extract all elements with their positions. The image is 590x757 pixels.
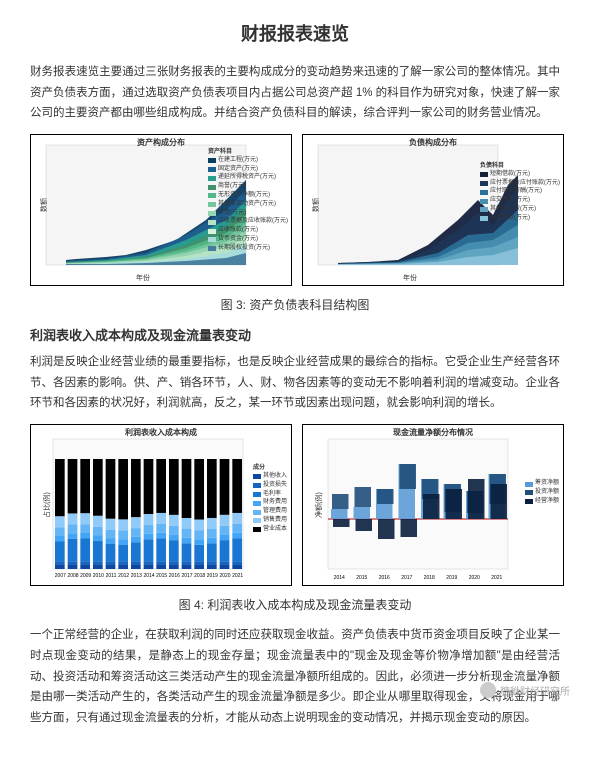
- legend-item: 销售费用: [253, 517, 287, 525]
- y-axis-label: 占比(例): [42, 492, 52, 518]
- legend-item: 应付票据及应付账款(万元): [480, 180, 560, 188]
- svg-text:2017: 2017: [401, 575, 412, 581]
- legend-item: 经营净额: [525, 498, 559, 506]
- svg-text:2019: 2019: [446, 575, 457, 581]
- svg-text:2009: 2009: [80, 573, 91, 579]
- legend-item: 毛利率: [253, 491, 287, 499]
- legend-item: 商誉(万元): [208, 183, 288, 191]
- section-2-paragraph: 利润是反映企业经营业绩的最重要指标，也是反映企业经营成果的最综合的指标。它受企业…: [30, 352, 560, 414]
- svg-text:2011: 2011: [106, 573, 117, 579]
- legend-item: 管理费用: [253, 508, 287, 516]
- legend-item: 应交税费(万元): [480, 197, 560, 205]
- legend-item: 长期股权投资(万元): [208, 245, 288, 253]
- svg-text:2010: 2010: [93, 573, 104, 579]
- legend-item: 固定资产(万元): [208, 166, 288, 174]
- legend-item: 其他非流动资产(万元): [208, 201, 288, 209]
- legend-item: 其他应付款(万元): [480, 206, 560, 214]
- figure-3-caption: 图 3: 资产负债表科目结构图: [30, 296, 560, 313]
- svg-text:2007: 2007: [55, 573, 66, 579]
- legend-item: 长期借款(万元): [480, 215, 560, 223]
- legend-item: 货币资金(万元): [208, 236, 288, 244]
- svg-text:2021: 2021: [491, 575, 502, 581]
- x-axis-label: 年份: [403, 273, 417, 283]
- asset-composition-chart: 资产构成分布 数额 年份 资产科目 在建工程(万元)固定资产(万元)递延所得税资…: [30, 134, 292, 286]
- chart-title: 资产构成分布: [137, 137, 185, 148]
- svg-text:2012: 2012: [118, 573, 129, 579]
- page-title: 财报报表速览: [30, 20, 560, 46]
- legend-item: 应付职工薪酬(万元): [480, 188, 560, 196]
- paragraph-3: 一个正常经营的企业，在获取利润的同时还应获取现金收益。资产负债表中货币资金项目反…: [30, 625, 560, 728]
- y-axis-label: 数额: [39, 198, 49, 212]
- figure-4-row: 利润表收入成本构成 200720082009201020112012201320…: [30, 424, 560, 586]
- chart-title: 利润表收入成本构成: [125, 427, 197, 438]
- legend-item: 筹资净额: [525, 480, 559, 488]
- svg-text:2017: 2017: [181, 573, 192, 579]
- svg-text:2015: 2015: [156, 573, 167, 579]
- svg-text:2018: 2018: [424, 575, 435, 581]
- watermark-icon: [480, 682, 496, 698]
- cashflow-legend: 筹资净额投资净额经营净额: [525, 480, 559, 506]
- svg-text:2015: 2015: [356, 575, 367, 581]
- legend-item: 在建工程(万元): [208, 157, 288, 165]
- chart-title: 负债构成分布: [409, 137, 457, 148]
- y-axis-label: 净额(例): [314, 492, 324, 518]
- svg-text:2013: 2013: [131, 573, 142, 579]
- legend-item: 应收账款(万元): [208, 227, 288, 235]
- svg-text:2016: 2016: [169, 573, 180, 579]
- asset-legend: 资产科目 在建工程(万元)固定资产(万元)递延所得税资产(万元)商誉(万元)无形…: [208, 149, 288, 254]
- svg-text:2014: 2014: [334, 575, 345, 581]
- y-axis-label: 数额: [311, 198, 321, 212]
- legend-item: 营业成本: [253, 526, 287, 534]
- x-axis-label: 年份: [136, 273, 150, 283]
- legend-item: 其他收入: [253, 473, 287, 481]
- legend-item: 投资净额: [525, 489, 559, 497]
- intro-paragraph: 财务报表速览主要通过三张财务报表的主要构成成分的变动趋势来迅速的了解一家公司的整…: [30, 62, 560, 124]
- svg-text:2018: 2018: [194, 573, 205, 579]
- legend-item: 递延所得税资产(万元): [208, 174, 288, 182]
- liability-composition-chart: 负债构成分布 数额 年份 负债科目 短期借款(万元)应付票据及应付账款(万元)应…: [302, 134, 564, 286]
- watermark-text: 貔貅财经研究所: [500, 683, 570, 698]
- svg-text:2016: 2016: [379, 575, 390, 581]
- income-composition-chart: 利润表收入成本构成 200720082009201020112012201320…: [30, 424, 292, 586]
- legend-item: 短期借款(万元): [480, 171, 560, 179]
- svg-text:2020: 2020: [469, 575, 480, 581]
- legend-item: 投资损失: [253, 482, 287, 490]
- income-legend: 成分 其他收入投资损失毛利率财务费用管理费用销售费用营业成本: [253, 465, 287, 534]
- figure-4-caption: 图 4: 利润表收入成本构成及现金流量表变动: [30, 596, 560, 613]
- chart-title: 现金流量净额分布情况: [393, 427, 473, 438]
- svg-text:2020: 2020: [219, 573, 230, 579]
- legend-item: 应收票据及应收账款(万元): [208, 218, 288, 226]
- section-2-title: 利润表收入成本构成及现金流量表变动: [30, 325, 560, 344]
- liability-legend: 负债科目 短期借款(万元)应付票据及应付账款(万元)应付职工薪酬(万元)应交税费…: [480, 163, 560, 224]
- legend-item: 财务费用: [253, 499, 287, 507]
- svg-text:2008: 2008: [67, 573, 78, 579]
- svg-text:2021: 2021: [232, 573, 243, 579]
- svg-text:2019: 2019: [207, 573, 218, 579]
- legend-item: 无形资产净额(万元): [208, 192, 288, 200]
- watermark: 貔貅财经研究所: [480, 682, 570, 698]
- legend-item: 存货(万元): [208, 210, 288, 218]
- cashflow-chart: 现金流量净额分布情况 2014 2015 2016 2017 2018 2019 2020 2…: [302, 424, 564, 586]
- figure-3-row: 资产构成分布 数额 年份 资产科目 在建工程(万元)固定资产(万元)递延所得税资…: [30, 134, 560, 286]
- svg-text:2014: 2014: [143, 573, 154, 579]
